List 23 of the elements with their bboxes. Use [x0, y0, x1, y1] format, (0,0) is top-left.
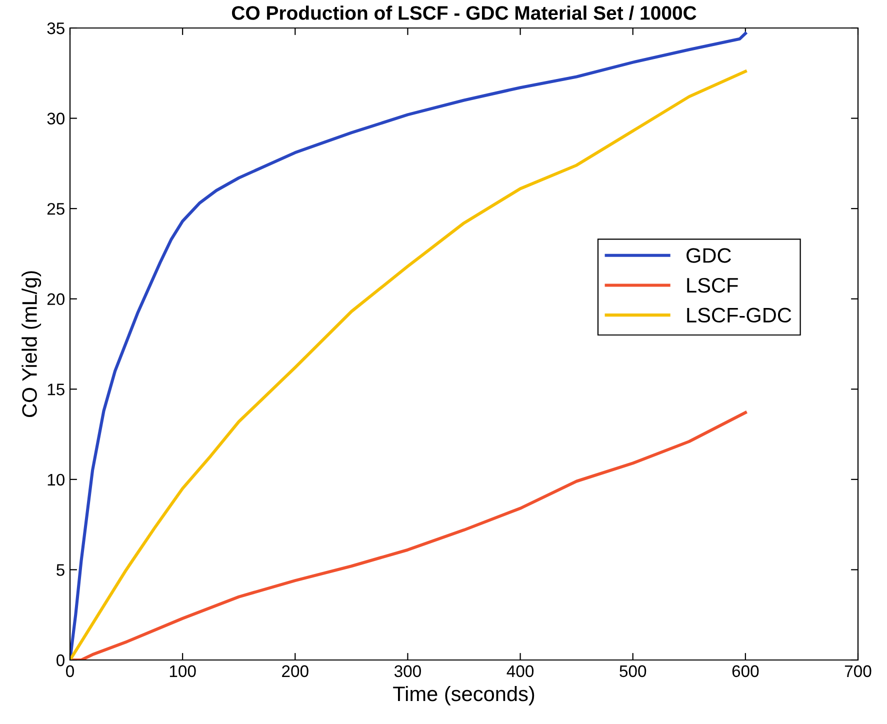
legend-label: LSCF	[687, 278, 738, 293]
y-tick-label: 35	[47, 22, 64, 34]
x-axis-title: Time (seconds)	[393, 686, 534, 706]
y-tick-label: 5	[56, 564, 64, 576]
x-tick-label: 0	[66, 665, 74, 678]
y-tick-label: 10	[48, 474, 64, 486]
y-tick-label: 30	[47, 112, 64, 124]
y-tick-label: 0	[56, 654, 64, 666]
x-tick-label: 300	[394, 665, 421, 678]
legend-label: LSCF-GDC	[687, 308, 792, 323]
y-tick-label: 15	[48, 384, 64, 396]
x-tick-label: 200	[282, 665, 308, 678]
y-tick-label: 20	[47, 293, 64, 306]
legend-label: GDC	[686, 248, 731, 263]
x-tick-label: 400	[506, 665, 534, 678]
y-tick-label: 25	[47, 202, 64, 215]
line-series	[70, 411, 747, 660]
chart-title: CO Production of LSCF - GDC Material Set / 1000C	[232, 6, 696, 20]
x-tick-label: 700	[844, 665, 872, 678]
x-tick-label: 100	[170, 665, 196, 678]
x-tick-label: 600	[732, 665, 759, 678]
y-axis-title: CO Yield (mL/g)	[22, 271, 42, 418]
x-tick-label: 500	[620, 665, 646, 678]
